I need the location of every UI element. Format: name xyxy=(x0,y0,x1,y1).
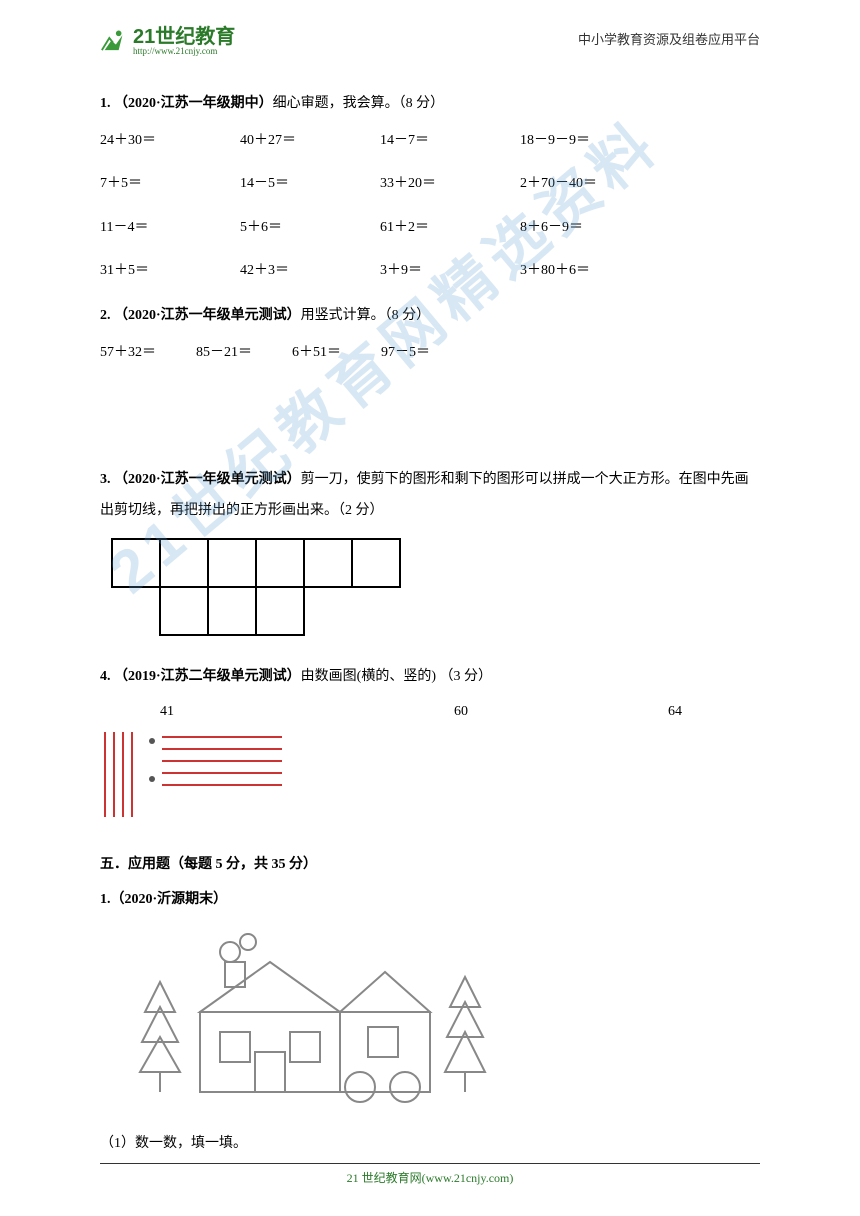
calc-cell: 31＋5＝ xyxy=(100,258,240,283)
q4-diagram xyxy=(100,729,760,833)
calc-cell: 33＋20＝ xyxy=(380,171,520,196)
logo: 21世纪教育 http://www.21cnjy.com xyxy=(100,20,235,56)
calc-cell: 3＋80＋6＝ xyxy=(520,258,680,283)
q3-shape xyxy=(110,537,760,646)
calc-cell: 14－5＝ xyxy=(240,171,380,196)
calc-cell: 40＋27＝ xyxy=(240,128,380,153)
q1-tag: 1. （2020·江苏一年级期中） xyxy=(100,96,273,111)
section5-title: 五．应用题（每题 5 分，共 35 分） xyxy=(100,852,760,877)
calc-cell: 7＋5＝ xyxy=(100,171,240,196)
calc-cell: 42＋3＝ xyxy=(240,258,380,283)
q2-row: 57＋32＝ 85－21＝ 6＋51＝ 97－5＝ xyxy=(100,340,760,365)
q4-text: 由数画图(横的、竖的) （3 分） xyxy=(301,669,492,684)
question-3: 3. （2020·江苏一年级单元测试）剪一刀，使剪下的图形和剩下的图形可以拼成一… xyxy=(100,465,760,646)
q4-num-2: 60 xyxy=(454,699,468,724)
calc-cell: 97－5＝ xyxy=(381,340,430,365)
footer: 21 世纪教育网(www.21cnjy.com) xyxy=(100,1163,760,1186)
q4-num-1: 41 xyxy=(160,699,174,724)
logo-text: 21世纪教育 xyxy=(133,20,235,49)
calc-cell: 8＋6－9＝ xyxy=(520,215,680,240)
calc-cell: 11－4＝ xyxy=(100,215,240,240)
calc-cell: 24＋30＝ xyxy=(100,128,240,153)
calc-cell: 3＋9＝ xyxy=(380,258,520,283)
q2-tag: 2. （2020·江苏一年级单元测试） xyxy=(100,308,301,323)
calc-cell: 85－21＝ xyxy=(196,340,252,365)
question-1: 1. （2020·江苏一年级期中）细心审题，我会算。（8 分） 24＋30＝40… xyxy=(100,91,760,283)
q2-text: 用竖式计算。（8 分） xyxy=(301,308,431,323)
calc-cell: 5＋6＝ xyxy=(240,215,380,240)
calc-cell: 57＋32＝ xyxy=(100,340,156,365)
question-4: 4. （2019·江苏二年级单元测试）由数画图(横的、竖的) （3 分） 41 … xyxy=(100,664,760,834)
q3-tag: 3. （2020·江苏一年级单元测试） xyxy=(100,472,301,487)
calc-cell: 14－7＝ xyxy=(380,128,520,153)
q5-1-sub: （1）数一数，填一填。 xyxy=(100,1131,760,1156)
q4-num-3: 64 xyxy=(668,699,682,724)
q4-numbers: 41 60 64 xyxy=(100,699,760,724)
calc-cell: 2＋70－40＝ xyxy=(520,171,680,196)
calc-cell: 18－9－9＝ xyxy=(520,128,680,153)
logo-icon xyxy=(100,24,128,52)
q5-house-image xyxy=(130,922,760,1116)
q5-1-header: 1.（2020·沂源期末） xyxy=(100,892,227,907)
question-2: 2. （2020·江苏一年级单元测试）用竖式计算。（8 分） 57＋32＝ 85－… xyxy=(100,303,760,365)
q1-text: 细心审题，我会算。（8 分） xyxy=(273,96,445,111)
section-5: 五．应用题（每题 5 分，共 35 分） 1.（2020·沂源期末） （1）数一… xyxy=(100,852,760,1157)
content: 1. （2020·江苏一年级期中）细心审题，我会算。（8 分） 24＋30＝40… xyxy=(0,66,860,1156)
header-platform-text: 中小学教育资源及组卷应用平台 xyxy=(578,29,760,48)
q4-tag: 4. （2019·江苏二年级单元测试） xyxy=(100,669,301,684)
calc-cell: 6＋51＝ xyxy=(292,340,341,365)
q1-grid: 24＋30＝40＋27＝14－7＝18－9－9＝ 7＋5＝14－5＝33＋20＝2… xyxy=(100,128,760,283)
calc-cell: 61＋2＝ xyxy=(380,215,520,240)
